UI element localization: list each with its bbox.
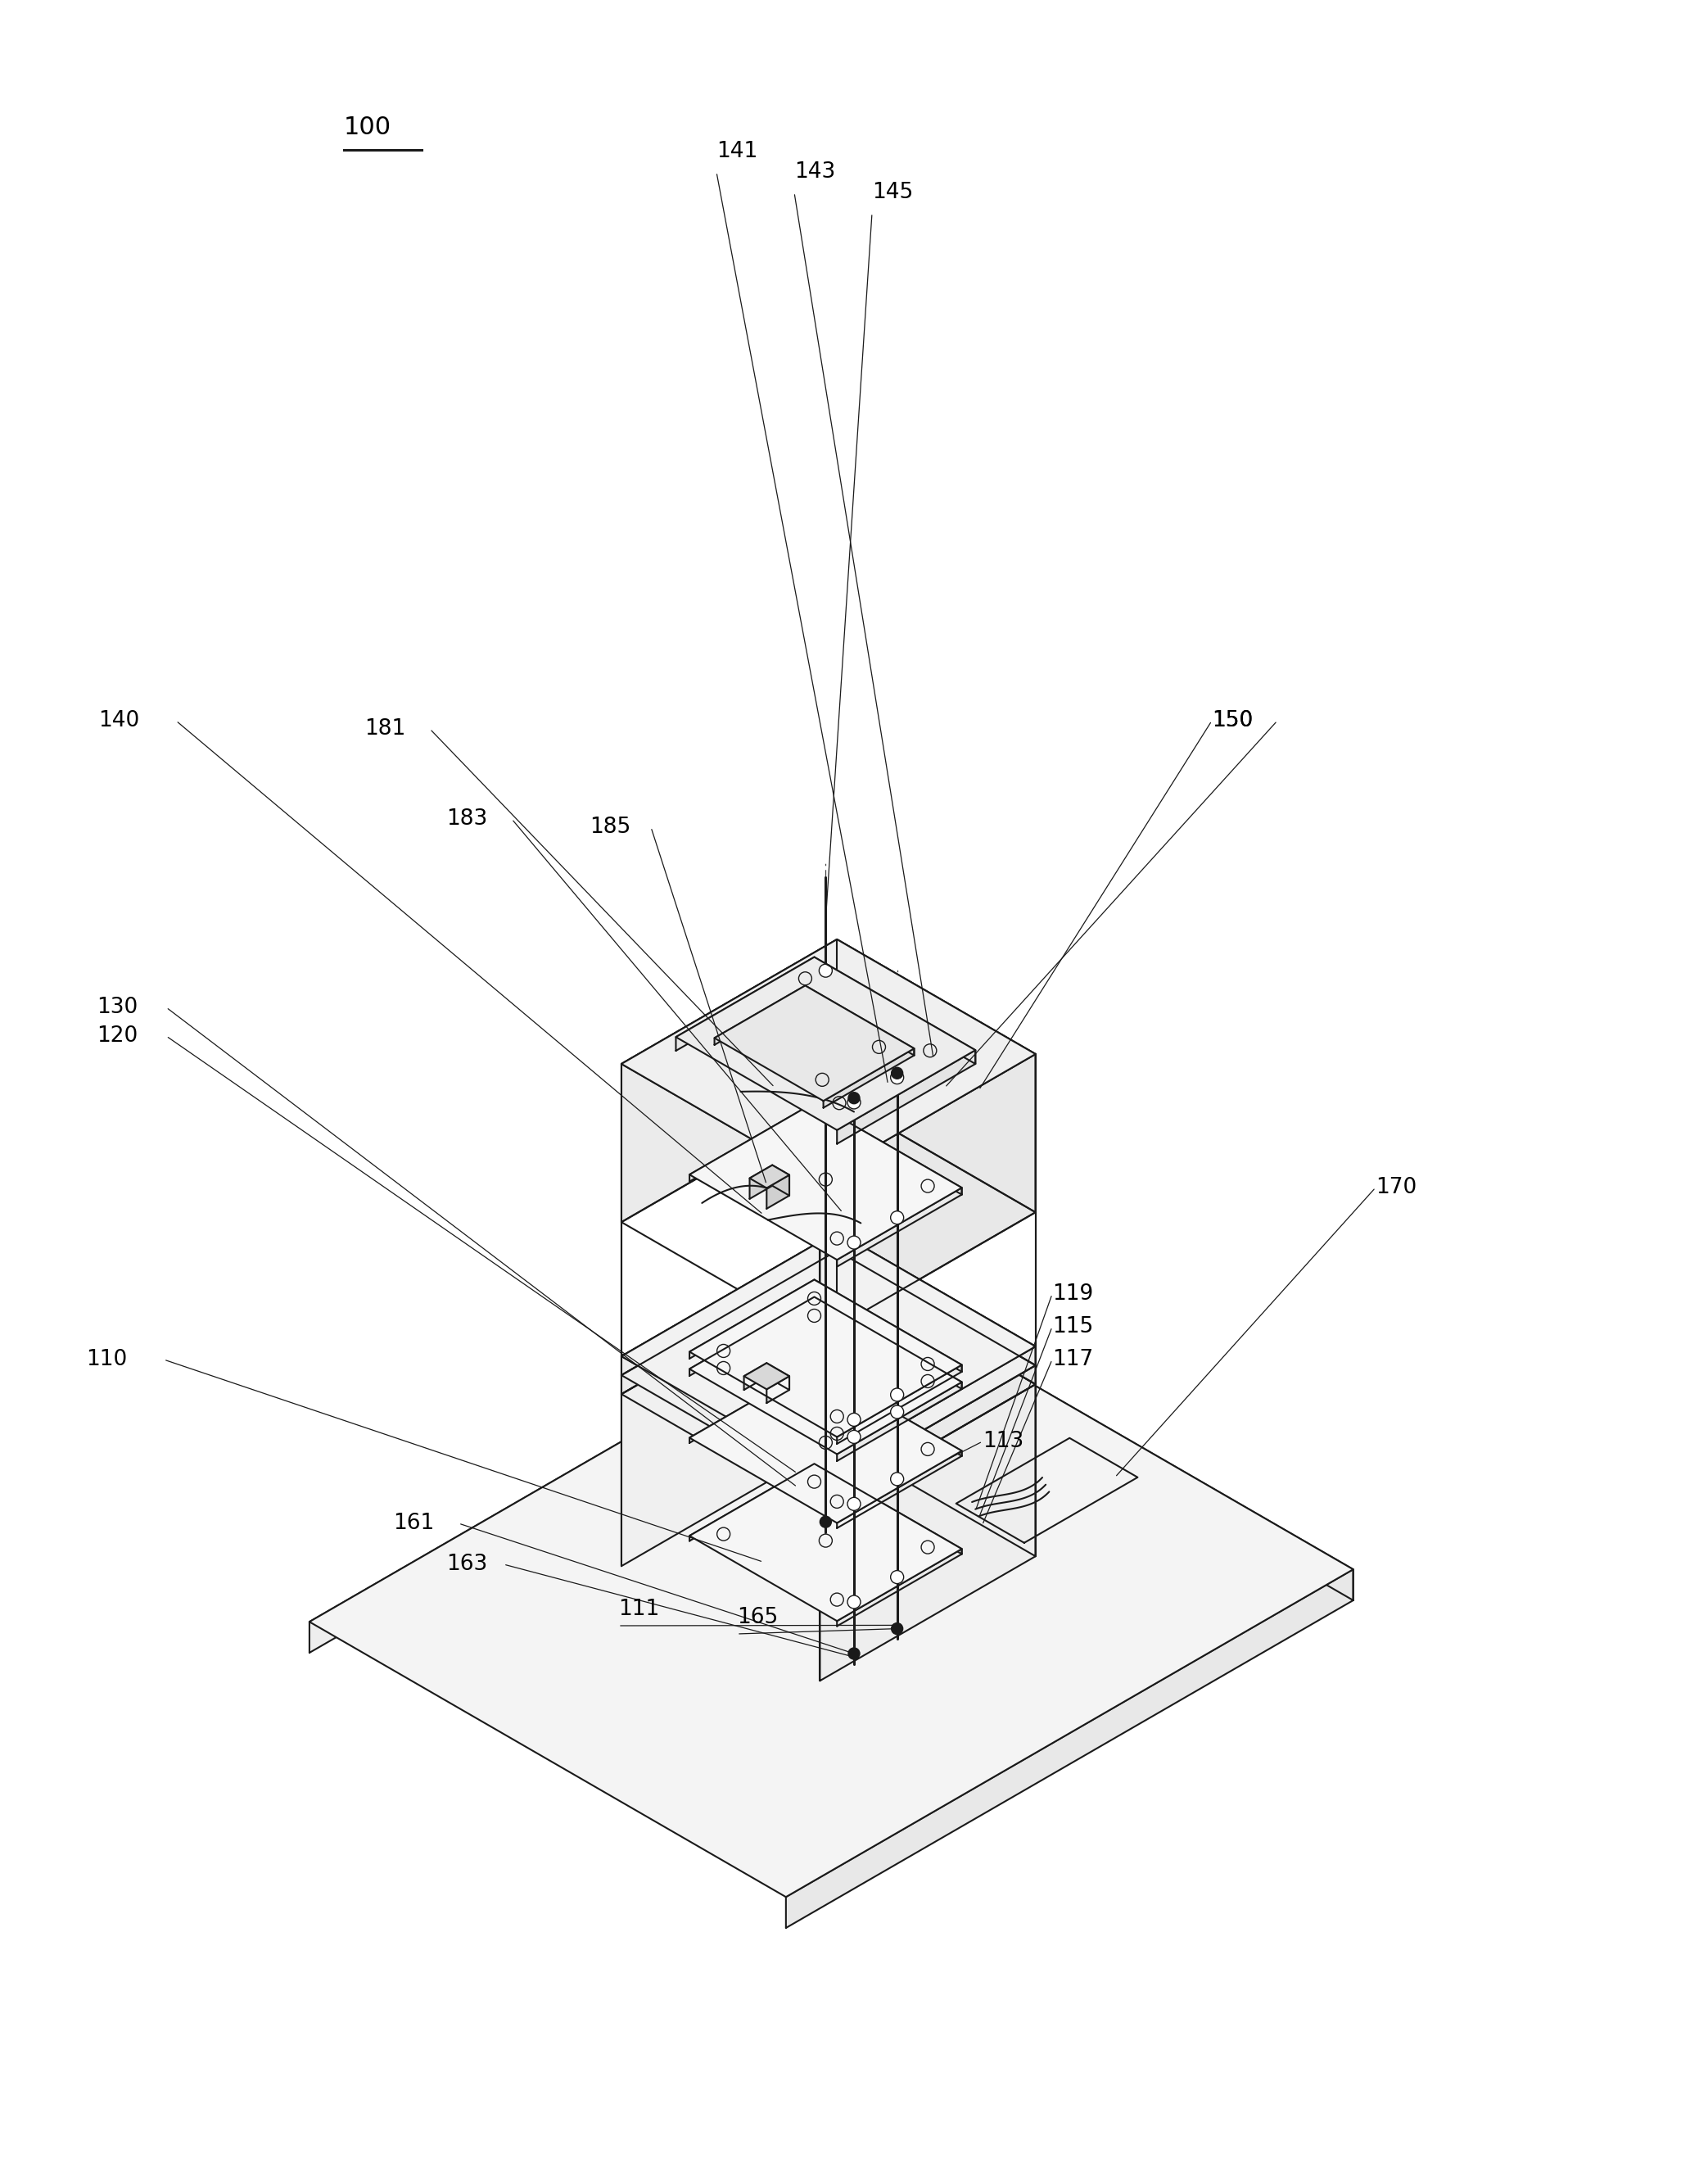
Circle shape xyxy=(890,1405,904,1418)
Polygon shape xyxy=(815,1279,962,1373)
Polygon shape xyxy=(714,986,804,1045)
Polygon shape xyxy=(690,1464,815,1540)
Circle shape xyxy=(892,1066,904,1079)
Polygon shape xyxy=(837,1364,962,1444)
Text: 100: 100 xyxy=(343,115,391,139)
Polygon shape xyxy=(622,1232,1035,1470)
Text: 145: 145 xyxy=(873,182,914,204)
Polygon shape xyxy=(837,1188,962,1266)
Text: 141: 141 xyxy=(716,141,758,163)
Text: 119: 119 xyxy=(1052,1284,1093,1305)
Polygon shape xyxy=(622,940,1035,1179)
Circle shape xyxy=(820,964,832,977)
Polygon shape xyxy=(767,1377,789,1403)
Text: 183: 183 xyxy=(446,808,487,830)
Polygon shape xyxy=(837,1049,975,1145)
Text: 143: 143 xyxy=(794,161,835,182)
Polygon shape xyxy=(837,1549,962,1627)
Polygon shape xyxy=(767,1364,789,1390)
Polygon shape xyxy=(956,1438,1138,1542)
Circle shape xyxy=(847,1236,861,1249)
Polygon shape xyxy=(714,986,914,1101)
Polygon shape xyxy=(622,1251,837,1394)
Polygon shape xyxy=(309,1295,1353,1896)
Polygon shape xyxy=(690,1279,815,1360)
Polygon shape xyxy=(309,1295,876,1653)
Polygon shape xyxy=(750,1164,789,1188)
Polygon shape xyxy=(815,1297,962,1388)
Polygon shape xyxy=(876,1295,1353,1601)
Text: 130: 130 xyxy=(97,997,138,1019)
Polygon shape xyxy=(676,958,815,1051)
Text: 163: 163 xyxy=(446,1553,487,1575)
Polygon shape xyxy=(690,1366,962,1523)
Text: 115: 115 xyxy=(1052,1316,1093,1338)
Text: 165: 165 xyxy=(736,1607,779,1629)
Circle shape xyxy=(849,1093,859,1103)
Polygon shape xyxy=(837,1271,1035,1557)
Text: 120: 120 xyxy=(97,1025,138,1047)
Polygon shape xyxy=(690,1103,962,1260)
Polygon shape xyxy=(690,1279,962,1438)
Polygon shape xyxy=(837,1451,962,1529)
Polygon shape xyxy=(690,1366,815,1442)
Polygon shape xyxy=(745,1364,789,1390)
Circle shape xyxy=(890,1570,904,1583)
Circle shape xyxy=(892,1622,904,1633)
Polygon shape xyxy=(815,1464,962,1553)
Circle shape xyxy=(847,1097,861,1110)
Text: 181: 181 xyxy=(364,719,405,738)
Circle shape xyxy=(847,1596,861,1609)
Polygon shape xyxy=(837,1232,1035,1366)
Polygon shape xyxy=(622,1232,837,1375)
Text: 117: 117 xyxy=(1052,1349,1093,1371)
Circle shape xyxy=(890,1212,904,1225)
Text: 161: 161 xyxy=(393,1512,434,1533)
Polygon shape xyxy=(820,1384,1035,1681)
Text: 140: 140 xyxy=(99,710,140,732)
Polygon shape xyxy=(676,958,975,1129)
Polygon shape xyxy=(820,1053,1035,1336)
Circle shape xyxy=(849,1649,859,1659)
Polygon shape xyxy=(622,1251,1035,1490)
Polygon shape xyxy=(690,1297,962,1453)
Circle shape xyxy=(890,1473,904,1486)
Polygon shape xyxy=(622,940,837,1223)
Text: 110: 110 xyxy=(85,1349,126,1371)
Polygon shape xyxy=(823,1049,914,1108)
Circle shape xyxy=(847,1414,861,1427)
Text: 150: 150 xyxy=(1211,710,1254,732)
Text: 113: 113 xyxy=(982,1431,1023,1453)
Polygon shape xyxy=(690,1103,815,1182)
Circle shape xyxy=(890,1071,904,1084)
Polygon shape xyxy=(622,1271,837,1566)
Polygon shape xyxy=(772,1164,789,1195)
Polygon shape xyxy=(837,940,1035,1212)
Polygon shape xyxy=(815,1366,962,1455)
Text: 170: 170 xyxy=(1375,1177,1416,1199)
Polygon shape xyxy=(837,1381,962,1462)
Text: 150: 150 xyxy=(1211,710,1254,732)
Polygon shape xyxy=(750,1164,772,1199)
Polygon shape xyxy=(837,1251,1035,1384)
Circle shape xyxy=(847,1431,861,1444)
Polygon shape xyxy=(745,1364,767,1390)
Polygon shape xyxy=(815,958,975,1064)
Polygon shape xyxy=(815,1103,962,1195)
Circle shape xyxy=(820,1516,832,1527)
Polygon shape xyxy=(786,1570,1353,1929)
Polygon shape xyxy=(820,1366,1035,1510)
Polygon shape xyxy=(767,1175,789,1208)
Text: 111: 111 xyxy=(618,1599,659,1620)
Polygon shape xyxy=(804,986,914,1056)
Polygon shape xyxy=(820,1347,1035,1490)
Circle shape xyxy=(890,1388,904,1401)
Polygon shape xyxy=(690,1297,815,1375)
Polygon shape xyxy=(690,1464,962,1620)
Text: 185: 185 xyxy=(589,817,630,838)
Circle shape xyxy=(847,1497,861,1510)
